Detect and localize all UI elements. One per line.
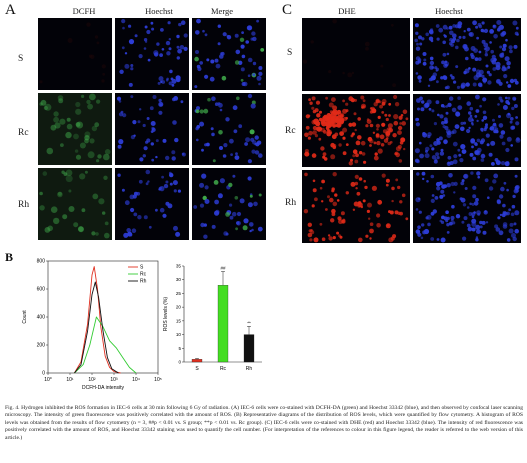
bar-rh [243, 334, 255, 363]
panel-a-tile-s-dcfh-bg [38, 18, 112, 90]
bar-y-tick-label: 25 [176, 291, 182, 296]
x-tick-label: 10⁵ [154, 377, 162, 383]
panel-c-tile-s-dhe [302, 18, 410, 91]
panel-a-row-s: S [18, 54, 24, 64]
red-cluster-cell [316, 113, 321, 118]
panel-c-col-hoechst: Hoechst [435, 6, 463, 16]
y-tick-label: 600 [37, 287, 46, 293]
red-cluster-cell [337, 118, 345, 125]
rh-significance-mark: ** [247, 320, 251, 325]
panel-a-tile-rh-dcfh [38, 168, 112, 240]
panel-a-micrograph-grid [38, 18, 266, 240]
panel-a-tile-rc-hoechst [115, 93, 189, 165]
red-cluster-cell [330, 110, 338, 118]
panel-a-tile-s-merge [192, 18, 266, 90]
red-cluster-cell [321, 120, 327, 127]
panel-a-tile-rc-merge [192, 93, 266, 165]
panel-a-col-dcfh: DCFH [72, 6, 96, 16]
x-tick-label: 10² [88, 377, 96, 383]
series-line-rh [74, 281, 119, 374]
red-cluster-cell [339, 131, 344, 136]
x-tick-label: 10³ [110, 377, 118, 383]
panel-a-letter: A [5, 2, 16, 18]
x-tick-label: 10⁰ [44, 377, 52, 383]
x-tick-label: 10¹ [66, 377, 74, 383]
panel-a-tile-s-dcfh [38, 18, 112, 90]
panel-a-row-rh: Rh [18, 200, 30, 210]
figure-caption: Fig. 4. Hydrogen inhibited the ROS forma… [5, 405, 523, 441]
panel-c-row-rh: Rh [285, 198, 297, 208]
bar-category-label: S [195, 366, 199, 372]
red-cluster-cell [315, 121, 321, 127]
y-tick-label: 200 [37, 343, 46, 349]
legend-label-s: S [140, 265, 144, 271]
x-tick-label: 10⁴ [132, 377, 140, 383]
y-tick-label: 0 [42, 371, 45, 377]
panel-c-tile-rh-hoechst [413, 170, 521, 243]
y-tick-label: 400 [37, 315, 46, 321]
x-axis-label: DCFH-DA intensity [82, 385, 124, 391]
panel-a-tile-rc-dcfh-bg [38, 93, 112, 165]
panel-a-col-merge: Merge [210, 6, 234, 16]
panel-a-tile-rc-dcfh [38, 93, 112, 165]
panel-c-row-rc: Rc [285, 126, 296, 136]
red-cluster-cell [319, 110, 322, 114]
y-tick-label: 800 [37, 259, 46, 265]
bar-y-tick-label: 0 [178, 360, 181, 365]
panel-c-tile-s-hoechst [413, 18, 521, 91]
panel-c-tile-s-dhe-bg [302, 18, 410, 91]
panel-c-col-dhe: DHE [338, 6, 356, 16]
panel-a-tile-rh-dcfh-bg [38, 168, 112, 240]
bar-y-tick-label: 20 [176, 305, 182, 310]
panel-c-tile-rh-dhe-bg [302, 170, 410, 243]
panel-a-col-hoechst: Hoechst [145, 6, 173, 16]
red-cluster-cell [334, 118, 339, 124]
red-cluster-cell [325, 116, 330, 121]
bar-s [191, 359, 203, 363]
red-cluster-cell [316, 126, 322, 132]
bar-category-label: Rc [220, 366, 227, 372]
panel-a-tile-rh-hoechst [115, 168, 189, 240]
bar-y-tick-label: 5 [178, 346, 181, 351]
bar-y-tick-label: 10 [176, 332, 182, 337]
red-cluster-cell [326, 131, 332, 137]
panel-c-tile-rc-hoechst [413, 94, 521, 167]
legend-label-rh: Rh [140, 279, 147, 285]
bar-y-tick-label: 35 [176, 264, 182, 269]
legend-label-rc: Rc [140, 272, 147, 278]
y-axis-label: Count [22, 310, 28, 324]
bar-y-tick-label: 15 [176, 318, 182, 323]
panel-c-micrograph-grid [302, 18, 521, 243]
red-cluster-cell [318, 117, 323, 122]
series-line-rc [74, 316, 137, 374]
panel-a-row-rc: Rc [18, 128, 29, 138]
ros-levels-bar-chart: 0 5 10 15 20 25 30 35 ROS levels (%) S Rc Rh ## ** [163, 264, 262, 372]
bar-y-axis-label: ROS levels (%) [163, 297, 169, 332]
panel-c-letter: C [282, 2, 293, 18]
panel-a-tile-s-merge-bg [192, 18, 266, 90]
bar-rc [217, 285, 229, 363]
rc-significance-mark: ## [220, 265, 226, 270]
series-line-s [74, 266, 121, 374]
bar-category-label: Rh [246, 366, 253, 372]
panel-c-tile-rh-dhe [302, 170, 410, 243]
red-cluster-cell [336, 109, 342, 115]
flow-cytometry-histogram: 0 200 400 600 800 10⁰ 10¹ 10² 10³ 10⁴ 10⁵ DCFH-DA i… [22, 259, 162, 392]
panel-b-letter: B [5, 250, 14, 264]
panel-c-row-s: S [287, 48, 293, 58]
bar-y-tick-label: 30 [176, 277, 182, 282]
panel-a-tile-rh-merge [192, 168, 266, 240]
panel-a-tile-s-hoechst [115, 18, 189, 90]
